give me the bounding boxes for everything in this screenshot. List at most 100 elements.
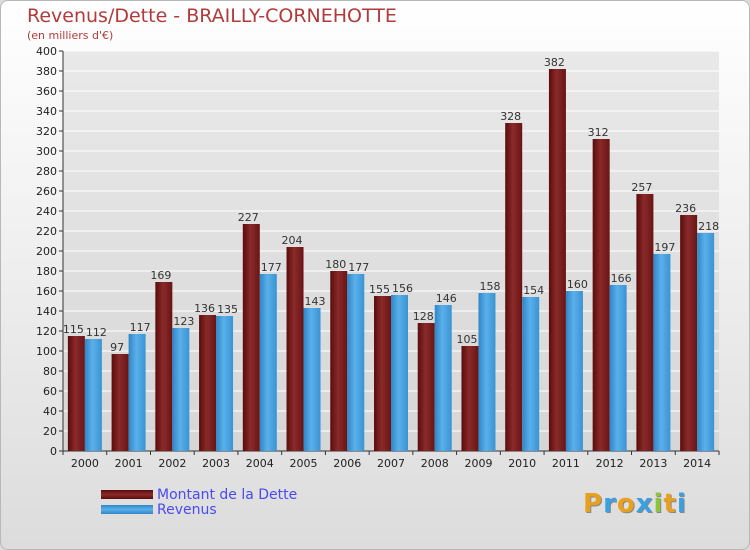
data-label-revenus: 123 (173, 315, 194, 328)
bar-revenus (172, 328, 190, 451)
x-tick-label: 2013 (639, 457, 667, 470)
data-label-revenus: 117 (130, 321, 151, 334)
bar-revenus (565, 291, 583, 451)
x-tick-label: 2009 (464, 457, 492, 470)
x-tick-label: 2000 (71, 457, 99, 470)
data-label-dette: 128 (413, 310, 434, 323)
data-label-revenus: 143 (305, 295, 326, 308)
data-label-revenus: 156 (392, 282, 413, 295)
y-tick-label: 280 (36, 165, 57, 178)
bar-revenus (303, 308, 321, 451)
legend: Montant de la Dette Revenus (101, 486, 298, 518)
data-label-revenus: 166 (611, 272, 632, 285)
data-label-dette: 382 (544, 56, 565, 69)
x-tick-label: 2012 (596, 457, 624, 470)
y-tick-label: 20 (43, 425, 57, 438)
bar-dette (636, 194, 654, 451)
bar-dette (155, 282, 173, 451)
chart-title: Revenus/Dette - BRAILLY-CORNEHOTTE (27, 5, 397, 27)
legend-swatch-dette (101, 490, 153, 499)
legend-label-revenus: Revenus (157, 501, 217, 518)
bar-dette (592, 139, 610, 451)
y-tick-label: 260 (36, 185, 57, 198)
bar-dette (680, 215, 698, 451)
legend-label-dette: Montant de la Dette (157, 486, 298, 503)
x-tick-label: 2004 (246, 457, 274, 470)
data-label-revenus: 160 (567, 278, 588, 291)
bar-revenus (478, 293, 496, 451)
data-label-dette: 169 (150, 269, 171, 282)
bar-revenus (391, 295, 408, 451)
data-label-dette: 180 (325, 258, 346, 271)
y-tick-label: 200 (36, 245, 57, 258)
y-tick-label: 400 (36, 45, 57, 58)
x-tick-label: 2011 (552, 457, 580, 470)
y-tick-label: 360 (36, 85, 57, 98)
bar-revenus (128, 334, 146, 451)
y-tick-label: 380 (36, 65, 57, 78)
y-tick-label: 0 (50, 445, 57, 458)
bar-dette (505, 123, 523, 451)
legend-swatch-revenus (101, 505, 153, 514)
x-tick-label: 2008 (421, 457, 449, 470)
y-tick-label: 40 (43, 405, 57, 418)
data-label-dette: 236 (675, 202, 696, 215)
x-tick-label: 2002 (158, 457, 186, 470)
bar-dette (286, 247, 304, 451)
data-label-dette: 204 (282, 234, 303, 247)
data-label-dette: 312 (588, 126, 609, 139)
bar-dette (111, 354, 129, 451)
bar-revenus (609, 285, 627, 451)
bar-dette (199, 315, 217, 451)
y-tick-label: 180 (36, 265, 57, 278)
data-label-revenus: 177 (348, 261, 369, 274)
y-tick-label: 100 (36, 345, 57, 358)
bar-dette (374, 296, 391, 451)
data-label-revenus: 146 (436, 292, 457, 305)
bar-revenus (259, 274, 277, 451)
bar-dette (461, 346, 479, 451)
data-label-revenus: 154 (523, 284, 544, 297)
y-tick-label: 240 (36, 205, 57, 218)
y-tick-label: 320 (36, 125, 57, 138)
bar-revenus (697, 233, 715, 451)
bar-revenus (653, 254, 671, 451)
y-tick-label: 80 (43, 365, 57, 378)
data-label-dette: 328 (500, 110, 521, 123)
chart-subtitle: (en milliers d'€) (27, 29, 114, 42)
bar-dette (548, 69, 566, 451)
data-label-dette: 155 (369, 283, 390, 296)
data-label-dette: 257 (631, 181, 652, 194)
data-label-revenus: 135 (217, 303, 238, 316)
bar-revenus (84, 339, 102, 451)
data-label-dette: 105 (456, 333, 477, 346)
bar-dette (330, 271, 348, 451)
x-tick-label: 2010 (508, 457, 536, 470)
y-tick-label: 60 (43, 385, 57, 398)
y-tick-label: 220 (36, 225, 57, 238)
bar-revenus (216, 316, 234, 451)
bar-revenus (434, 305, 452, 451)
x-tick-label: 2007 (377, 457, 405, 470)
bar-dette (417, 323, 435, 451)
x-tick-label: 2006 (333, 457, 361, 470)
data-label-revenus: 112 (86, 326, 107, 339)
y-tick-label: 340 (36, 105, 57, 118)
y-tick-label: 160 (36, 285, 57, 298)
bar-dette (242, 224, 260, 451)
y-tick-label: 140 (36, 305, 57, 318)
legend-item-dette: Montant de la Dette (101, 486, 298, 503)
data-label-revenus: 177 (261, 261, 282, 274)
data-label-dette: 115 (63, 323, 84, 336)
data-label-dette: 97 (110, 341, 124, 354)
y-tick-label: 300 (36, 145, 57, 158)
bar-revenus (522, 297, 540, 451)
bar-dette (67, 336, 85, 451)
legend-item-revenus: Revenus (101, 501, 297, 518)
proxiti-logo: Proxiti (583, 489, 687, 519)
x-tick-label: 2005 (290, 457, 318, 470)
x-tick-label: 2014 (683, 457, 711, 470)
data-label-revenus: 158 (479, 280, 500, 293)
x-tick-label: 2003 (202, 457, 230, 470)
